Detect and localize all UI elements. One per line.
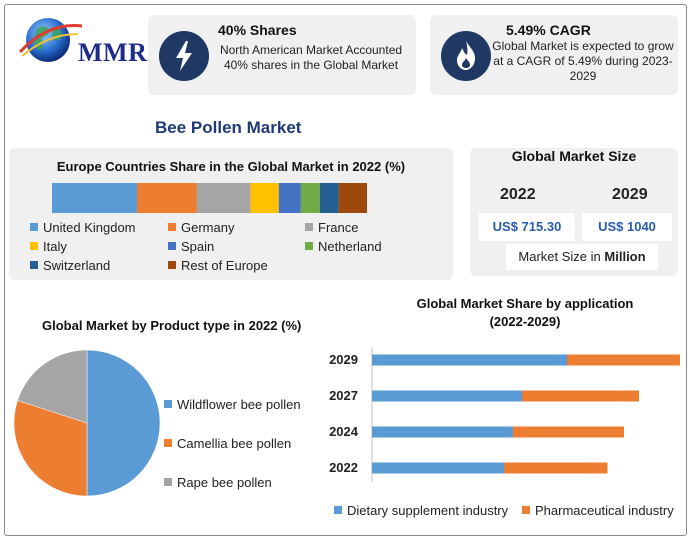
legend-item-rest-of-europe: Rest of Europe xyxy=(168,258,268,273)
legend-label: Netherland xyxy=(318,239,382,254)
legend-swatch xyxy=(305,242,313,250)
year-2029-label: 2029 xyxy=(612,186,648,203)
main-title: Bee Pollen Market xyxy=(155,118,302,137)
europe-chart-title: Europe Countries Share in the Global Mar… xyxy=(56,159,406,174)
legend-swatch xyxy=(522,506,530,514)
europe-bar-segment-switzerland xyxy=(319,183,339,213)
application-chart-title: Global Market Share by application xyxy=(416,296,634,311)
legend-swatch xyxy=(164,478,172,486)
legend-label: Dietary supplement industry xyxy=(347,503,509,518)
kpi-card-shares: 40% Shares North American Market Account… xyxy=(148,15,416,95)
market-size-note-prefix: Market Size in xyxy=(518,249,601,264)
globe-icon xyxy=(18,18,83,62)
legend-label: Germany xyxy=(181,220,235,235)
bar-2029-dietary-supplement-industry xyxy=(372,354,567,366)
flame-icon xyxy=(441,31,491,81)
value-2029: US$ 1040 xyxy=(582,213,672,241)
year-2022-label: 2022 xyxy=(500,186,536,203)
legend-swatch xyxy=(30,261,38,269)
kpi-card-cagr: 5.49% CAGR Global Market is expected to … xyxy=(430,15,678,95)
bar-2027-pharmaceutical-industry xyxy=(522,390,639,402)
legend-label: Wildflower bee pollen xyxy=(177,397,301,412)
market-size-title: Global Market Size xyxy=(511,148,637,164)
legend-label: Camellia bee pollen xyxy=(177,436,292,451)
legend-item-rape-bee-pollen: Rape bee pollen xyxy=(164,475,272,490)
legend-item-pharmaceutical-industry: Pharmaceutical industry xyxy=(522,503,674,518)
market-size-note: Market Size in Million xyxy=(506,244,658,270)
legend-item-spain: Spain xyxy=(168,239,214,254)
legend-swatch xyxy=(30,223,38,231)
legend-item-france: France xyxy=(305,220,358,235)
europe-bar-segment-united-kingdom xyxy=(52,183,138,213)
bar-2024-pharmaceutical-industry xyxy=(513,426,624,438)
product-type-pie xyxy=(13,349,161,497)
legend-swatch xyxy=(168,242,176,250)
category-label-2024: 2024 xyxy=(329,424,359,439)
brand-logo: MMR xyxy=(14,12,148,72)
bar-2027-dietary-supplement-industry xyxy=(372,390,522,402)
legend-label: Spain xyxy=(181,239,215,254)
legend-item-italy: Italy xyxy=(30,239,67,254)
category-label-2022: 2022 xyxy=(329,460,358,475)
legend-swatch xyxy=(168,261,176,269)
legend-swatch xyxy=(168,223,176,231)
market-size-note-unit: Million xyxy=(604,249,646,264)
legend-swatch xyxy=(334,506,342,514)
bar-2022-pharmaceutical-industry xyxy=(504,462,608,474)
pie-slice-rape-bee-pollen xyxy=(17,349,88,424)
europe-bar-segment-germany xyxy=(137,183,197,213)
pie-chart-title: Global Market by Product type in 2022 (%… xyxy=(42,318,302,333)
pie-slice-camellia-bee-pollen xyxy=(13,400,88,497)
legend-swatch xyxy=(164,400,172,408)
legend-label: Switzerland xyxy=(43,258,111,273)
bar-2022-dietary-supplement-industry xyxy=(372,462,504,474)
legend-label: France xyxy=(318,220,359,235)
legend-item-dietary-supplement-industry: Dietary supplement industry xyxy=(334,503,508,518)
brand-logo-text: MMR xyxy=(78,38,148,67)
pie-slice-wildflower-bee-pollen xyxy=(86,349,161,497)
europe-bar-segment-netherland xyxy=(300,183,320,213)
legend-item-switzerland: Switzerland xyxy=(30,258,110,273)
europe-stacked-bar xyxy=(52,183,367,213)
europe-bar-segment-spain xyxy=(278,183,301,213)
legend-label: Rest of Europe xyxy=(181,258,268,273)
application-stacked-bar: 2029 2027 2024 2022 xyxy=(329,348,680,482)
europe-bar-segment-rest-of-europe xyxy=(338,183,367,213)
legend-swatch xyxy=(164,439,172,447)
legend-item-netherland: Netherland xyxy=(305,239,382,254)
bar-2029-pharmaceutical-industry xyxy=(567,354,680,366)
europe-bar-segment-france xyxy=(196,183,251,213)
legend-item-germany: Germany xyxy=(168,220,234,235)
europe-bar-segment-italy xyxy=(250,183,279,213)
category-label-2029: 2029 xyxy=(329,352,358,367)
category-label-2027: 2027 xyxy=(329,388,358,403)
legend-swatch xyxy=(30,242,38,250)
lightning-icon xyxy=(159,31,209,81)
legend-label: United Kingdom xyxy=(43,220,136,235)
kpi-title-shares: 40% Shares xyxy=(218,22,297,38)
legend-item-camellia-bee-pollen: Camellia bee pollen xyxy=(164,436,291,451)
bar-2024-dietary-supplement-industry xyxy=(372,426,513,438)
legend-label: Italy xyxy=(43,239,67,254)
kpi-title-cagr: 5.49% CAGR xyxy=(506,22,591,38)
legend-swatch xyxy=(305,223,313,231)
legend-label: Rape bee pollen xyxy=(177,475,272,490)
value-2022: US$ 715.30 xyxy=(479,213,575,241)
kpi-description-cagr: Global Market is expected to grow at a C… xyxy=(492,39,674,83)
application-chart-subtitle: (2022-2029) xyxy=(489,314,561,329)
legend-item-wildflower-bee-pollen: Wildflower bee pollen xyxy=(164,397,301,412)
legend-label: Pharmaceutical industry xyxy=(535,503,674,518)
europe-share-panel xyxy=(9,148,453,280)
kpi-description-shares: North American Market Accounted 40% shar… xyxy=(219,43,403,72)
legend-item-united-kingdom: United Kingdom xyxy=(30,220,136,235)
